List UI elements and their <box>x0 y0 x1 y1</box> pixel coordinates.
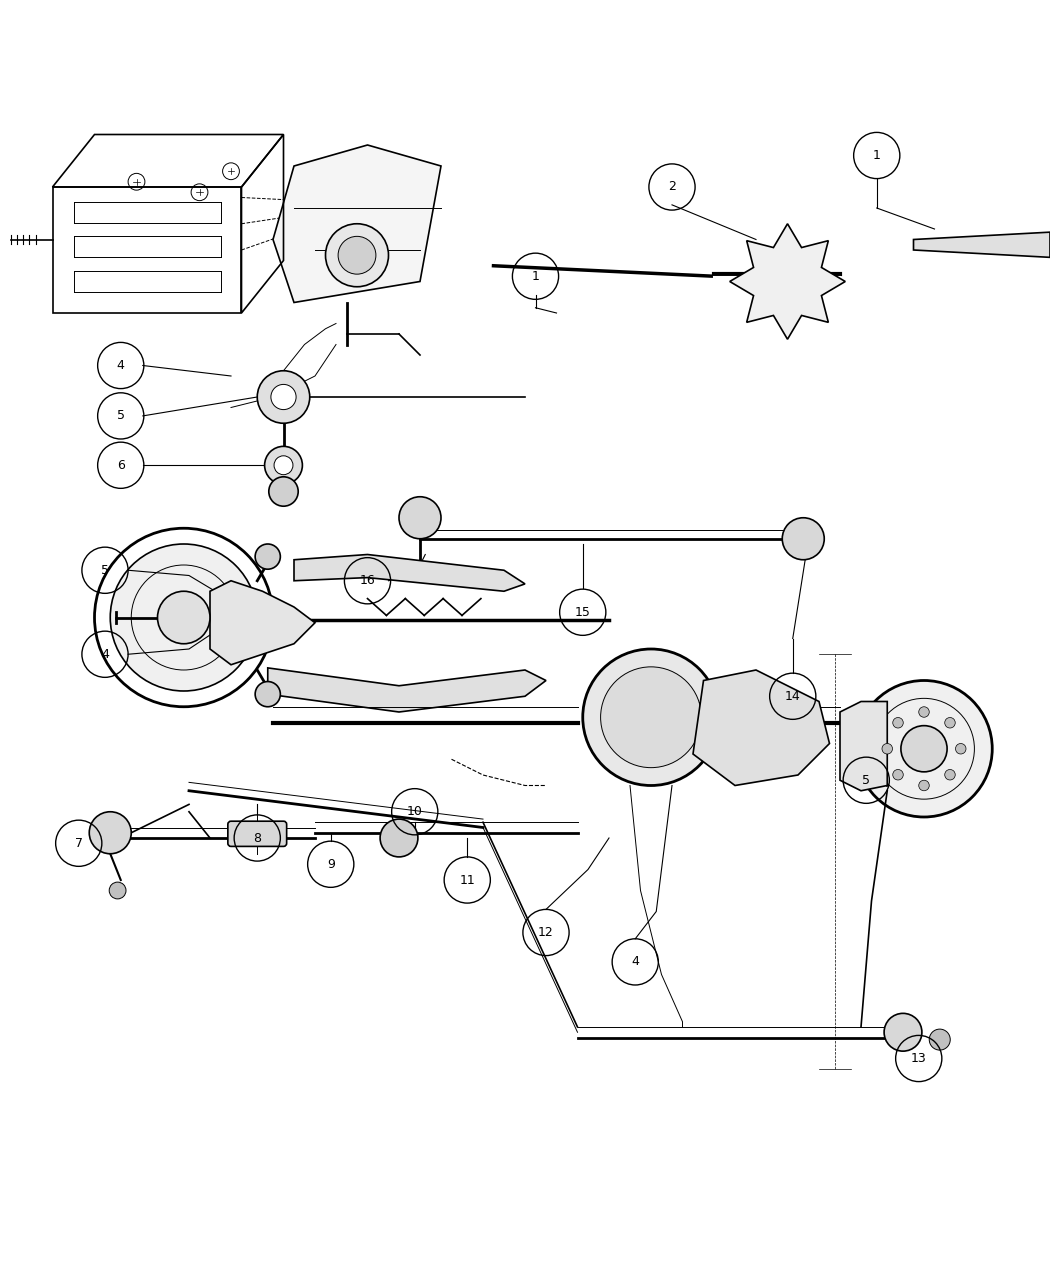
Text: 4: 4 <box>117 359 125 372</box>
Text: 12: 12 <box>538 926 554 939</box>
Circle shape <box>945 718 956 728</box>
Polygon shape <box>914 232 1050 258</box>
Text: 9: 9 <box>327 858 335 871</box>
Text: 13: 13 <box>911 1052 926 1065</box>
Circle shape <box>583 649 719 785</box>
Circle shape <box>128 174 145 190</box>
FancyBboxPatch shape <box>228 821 287 847</box>
Circle shape <box>882 743 892 753</box>
Circle shape <box>929 1029 950 1050</box>
Text: 6: 6 <box>117 458 125 471</box>
Circle shape <box>110 544 257 691</box>
Text: 5: 5 <box>117 410 125 423</box>
Circle shape <box>884 1014 922 1051</box>
Circle shape <box>255 682 280 706</box>
Text: 11: 11 <box>460 873 475 886</box>
Text: 7: 7 <box>75 836 83 849</box>
Polygon shape <box>294 554 525 591</box>
Text: 2: 2 <box>668 180 676 194</box>
Text: 10: 10 <box>406 806 423 819</box>
Circle shape <box>89 812 131 854</box>
Polygon shape <box>268 668 546 713</box>
Circle shape <box>265 447 302 484</box>
Circle shape <box>856 681 992 817</box>
Circle shape <box>919 706 929 718</box>
Text: 14: 14 <box>785 690 800 702</box>
Text: 1: 1 <box>531 269 540 282</box>
Circle shape <box>255 544 280 570</box>
Polygon shape <box>210 581 315 665</box>
Circle shape <box>109 882 126 899</box>
Circle shape <box>191 184 208 200</box>
Polygon shape <box>730 223 845 340</box>
Text: 16: 16 <box>359 575 376 587</box>
Circle shape <box>782 517 824 559</box>
Circle shape <box>945 770 956 780</box>
Circle shape <box>892 718 903 728</box>
Polygon shape <box>840 701 887 790</box>
Text: 5: 5 <box>101 563 109 577</box>
Circle shape <box>901 725 947 771</box>
Circle shape <box>274 456 293 475</box>
Text: 5: 5 <box>862 774 870 787</box>
Circle shape <box>919 780 929 790</box>
Circle shape <box>956 743 966 753</box>
Circle shape <box>380 819 418 857</box>
Text: 8: 8 <box>253 831 261 844</box>
Text: 4: 4 <box>631 955 639 968</box>
Text: 4: 4 <box>101 647 109 660</box>
Circle shape <box>892 770 903 780</box>
Circle shape <box>338 236 376 275</box>
Polygon shape <box>273 146 441 303</box>
Circle shape <box>601 667 701 767</box>
Text: 1: 1 <box>873 149 881 162</box>
Polygon shape <box>693 670 830 785</box>
Circle shape <box>326 223 388 287</box>
Circle shape <box>399 497 441 539</box>
Circle shape <box>223 163 239 180</box>
Circle shape <box>257 370 310 423</box>
Circle shape <box>269 476 298 506</box>
Circle shape <box>158 591 210 644</box>
Text: 15: 15 <box>574 605 591 619</box>
Circle shape <box>271 384 296 410</box>
